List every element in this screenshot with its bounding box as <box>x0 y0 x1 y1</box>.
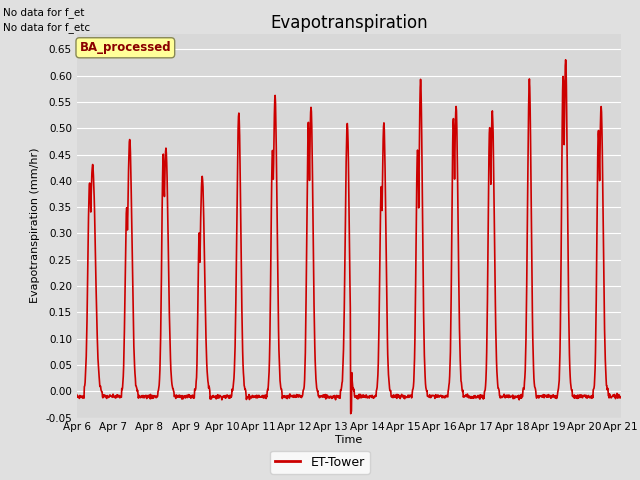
Text: No data for f_etc: No data for f_etc <box>3 22 90 33</box>
Legend: ET-Tower: ET-Tower <box>270 451 370 474</box>
Text: No data for f_et: No data for f_et <box>3 7 84 18</box>
X-axis label: Time: Time <box>335 435 362 445</box>
Title: Evapotranspiration: Evapotranspiration <box>270 14 428 32</box>
Text: BA_processed: BA_processed <box>79 41 171 54</box>
Y-axis label: Evapotranspiration (mm/hr): Evapotranspiration (mm/hr) <box>29 148 40 303</box>
